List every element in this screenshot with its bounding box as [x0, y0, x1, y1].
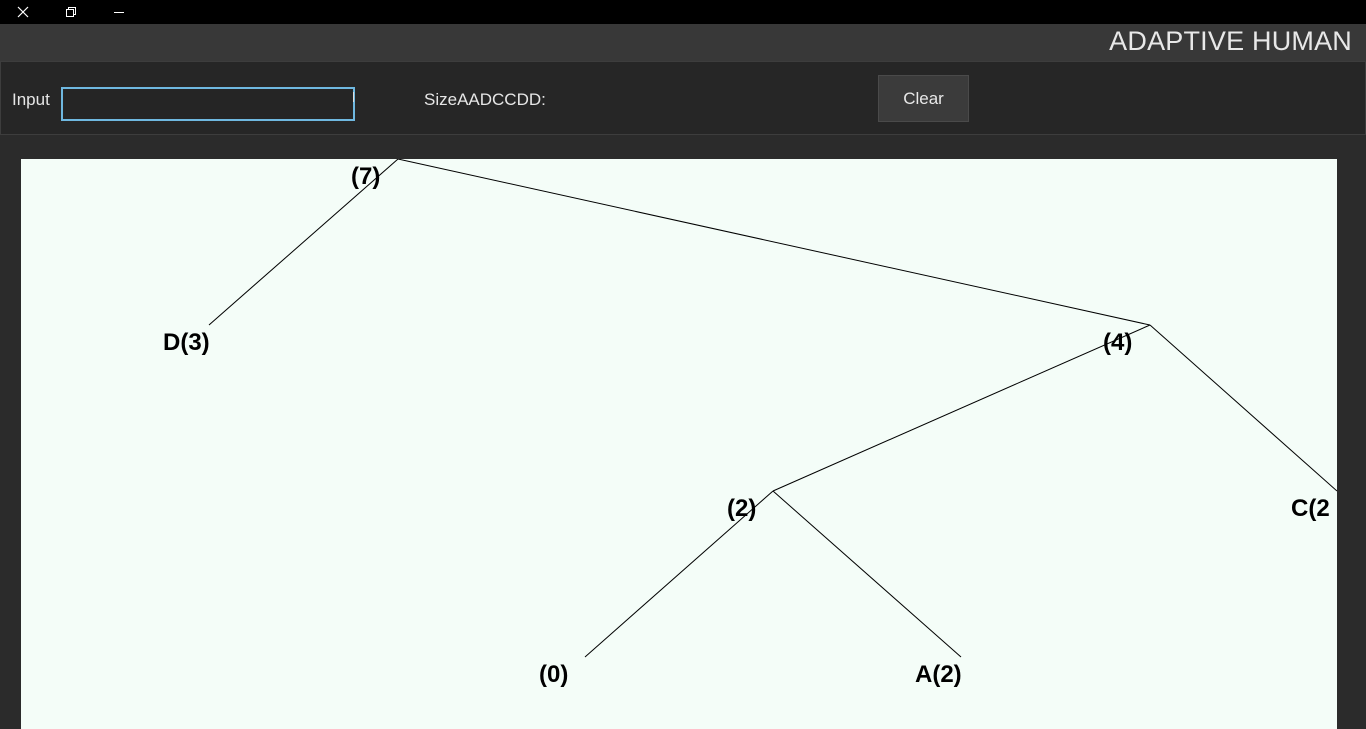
clear-button[interactable]: Clear — [878, 75, 969, 122]
minimize-icon — [114, 12, 124, 13]
edge-n4-n2 — [772, 324, 1151, 492]
node-d: D(3) — [163, 329, 210, 356]
tree-edges — [208, 159, 1337, 658]
tree-canvas: (7) D(3) (4) (2) C(2 (0) A(2) — [21, 159, 1337, 729]
app-header: ADAPTIVE HUMAN — [0, 24, 1366, 61]
edge-n4-c — [1149, 324, 1337, 492]
node-root: (7) — [351, 163, 380, 190]
input-label: Input — [12, 90, 50, 109]
text-caret — [353, 92, 354, 102]
node-a: A(2) — [915, 661, 962, 688]
app-title: ADAPTIVE HUMAN — [1109, 26, 1352, 56]
size-label: SizeAADCCDD: — [424, 90, 546, 109]
close-icon — [17, 6, 29, 18]
node-n4: (4) — [1103, 329, 1132, 356]
tree-diagram: (7) D(3) (4) (2) C(2 (0) A(2) — [163, 159, 1337, 688]
edge-n2-n0 — [584, 490, 774, 658]
tree-nodes: (7) D(3) (4) (2) C(2 (0) A(2) — [163, 163, 1330, 688]
edge-root-d — [208, 159, 399, 326]
text-input[interactable] — [61, 87, 355, 121]
restore-button[interactable] — [48, 0, 94, 24]
node-c: C(2 — [1291, 495, 1330, 522]
node-n2: (2) — [727, 495, 756, 522]
node-n0: (0) — [539, 661, 568, 688]
controls-panel: Input SizeAADCCDD: Clear — [0, 61, 1366, 135]
edge-n2-a — [772, 490, 962, 658]
restore-icon — [66, 7, 76, 17]
minimize-button[interactable] — [96, 0, 142, 24]
title-bar — [0, 0, 1366, 24]
close-button[interactable] — [0, 0, 46, 24]
edge-root-n4 — [397, 159, 1151, 326]
